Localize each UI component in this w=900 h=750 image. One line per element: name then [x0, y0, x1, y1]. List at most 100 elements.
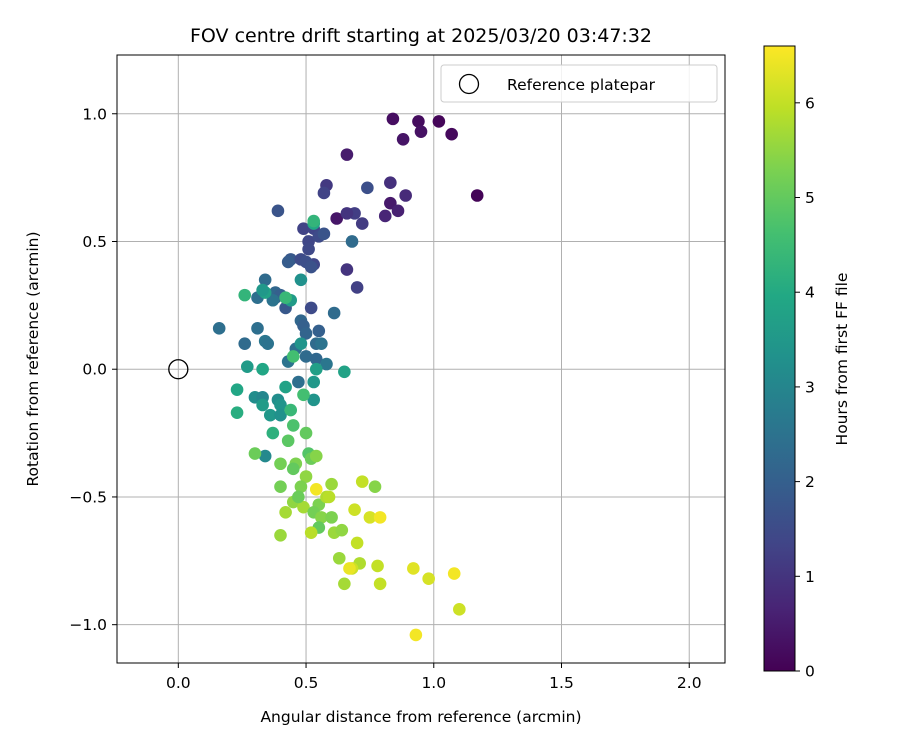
data-point — [274, 528, 287, 542]
data-point — [274, 398, 287, 412]
data-point — [355, 475, 369, 488]
reference-platepar-marker — [168, 359, 189, 380]
data-point — [340, 207, 354, 220]
data-point — [470, 189, 484, 202]
data-point — [338, 365, 351, 379]
data-point — [281, 255, 295, 269]
data-point — [309, 352, 323, 366]
data-point — [256, 398, 269, 412]
data-point — [284, 403, 298, 417]
data-point — [453, 603, 466, 616]
data-point — [317, 227, 331, 241]
data-point — [309, 362, 323, 376]
y-tick-label: 1.0 — [82, 105, 107, 123]
data-point — [299, 426, 313, 440]
data-point — [212, 322, 226, 335]
data-point — [320, 357, 333, 371]
colorbar-tick-label: 0 — [805, 663, 815, 681]
data-point — [281, 434, 295, 448]
colorbar-tick-label: 5 — [805, 189, 815, 207]
data-point — [330, 212, 343, 225]
colorbar: 0 1 2 3 4 5 6 Hours from first FF file — [763, 45, 851, 681]
data-point — [315, 511, 328, 524]
data-point — [322, 490, 336, 504]
colorbar-tick-label: 2 — [805, 473, 815, 491]
data-point — [447, 567, 461, 580]
data-point — [345, 235, 359, 248]
reference-marker-group — [168, 359, 189, 380]
data-point — [432, 115, 446, 128]
colorbar-tick-label: 6 — [805, 94, 815, 112]
data-point — [274, 457, 287, 471]
y-axis-label: Rotation from reference (arcmin) — [24, 231, 42, 486]
data-point — [315, 337, 328, 350]
data-point — [407, 562, 420, 575]
y-tick-label: 0.5 — [82, 233, 107, 251]
data-point — [251, 322, 264, 335]
data-point — [271, 204, 285, 218]
data-point — [384, 196, 397, 210]
colorbar-ticks: 0 1 2 3 4 5 6 — [795, 94, 815, 681]
data-point — [307, 214, 321, 228]
data-point — [294, 480, 308, 494]
data-point — [312, 324, 326, 338]
grid-lines — [117, 55, 725, 663]
data-point — [302, 242, 315, 256]
x-axis-ticks: 0.0 0.5 1.0 1.5 2.0 — [166, 663, 702, 692]
data-point — [304, 526, 318, 540]
data-point — [266, 293, 280, 307]
data-point — [294, 273, 308, 287]
chart-title: FOV centre drift starting at 2025/03/20 … — [190, 25, 652, 47]
data-point — [238, 288, 252, 302]
data-point — [371, 559, 384, 573]
data-point — [409, 628, 423, 642]
data-point — [414, 125, 428, 138]
data-point — [317, 186, 331, 200]
data-points — [212, 112, 484, 642]
data-point — [263, 408, 277, 422]
data-point — [363, 511, 377, 524]
data-point — [297, 388, 310, 402]
data-point — [343, 562, 356, 575]
legend: Reference platepar — [440, 64, 718, 103]
data-point — [384, 176, 397, 190]
x-tick-label: 1.5 — [549, 674, 574, 692]
data-point — [297, 222, 310, 236]
legend-reference-marker — [458, 73, 480, 95]
data-point — [286, 350, 300, 363]
data-point — [340, 263, 354, 276]
plot-frame — [116, 54, 726, 664]
data-point — [355, 217, 369, 230]
data-point — [304, 301, 318, 315]
data-point — [292, 490, 305, 504]
data-point — [396, 133, 410, 146]
x-tick-label: 0.0 — [166, 674, 191, 692]
data-point — [307, 393, 321, 407]
colorbar-gradient — [763, 45, 796, 672]
data-point — [361, 181, 374, 195]
data-point — [309, 449, 323, 463]
legend-label-reference: Reference platepar — [507, 76, 656, 94]
data-point — [422, 572, 435, 585]
data-point — [399, 189, 412, 202]
data-point — [248, 447, 262, 460]
data-point — [274, 408, 287, 422]
data-point — [286, 419, 300, 432]
data-point — [325, 477, 338, 491]
data-point — [412, 115, 425, 128]
x-tick-label: 0.5 — [294, 674, 319, 692]
data-point — [294, 337, 308, 350]
data-point — [309, 482, 323, 496]
x-tick-label: 2.0 — [677, 674, 702, 692]
data-point — [256, 362, 269, 376]
data-point — [256, 283, 269, 297]
data-point — [261, 337, 275, 350]
legend-box — [440, 64, 718, 103]
y-tick-label: −0.5 — [69, 488, 107, 506]
data-point — [274, 480, 287, 494]
data-point — [307, 375, 321, 389]
data-point — [279, 380, 292, 394]
data-point — [286, 462, 300, 476]
data-point — [297, 500, 310, 514]
